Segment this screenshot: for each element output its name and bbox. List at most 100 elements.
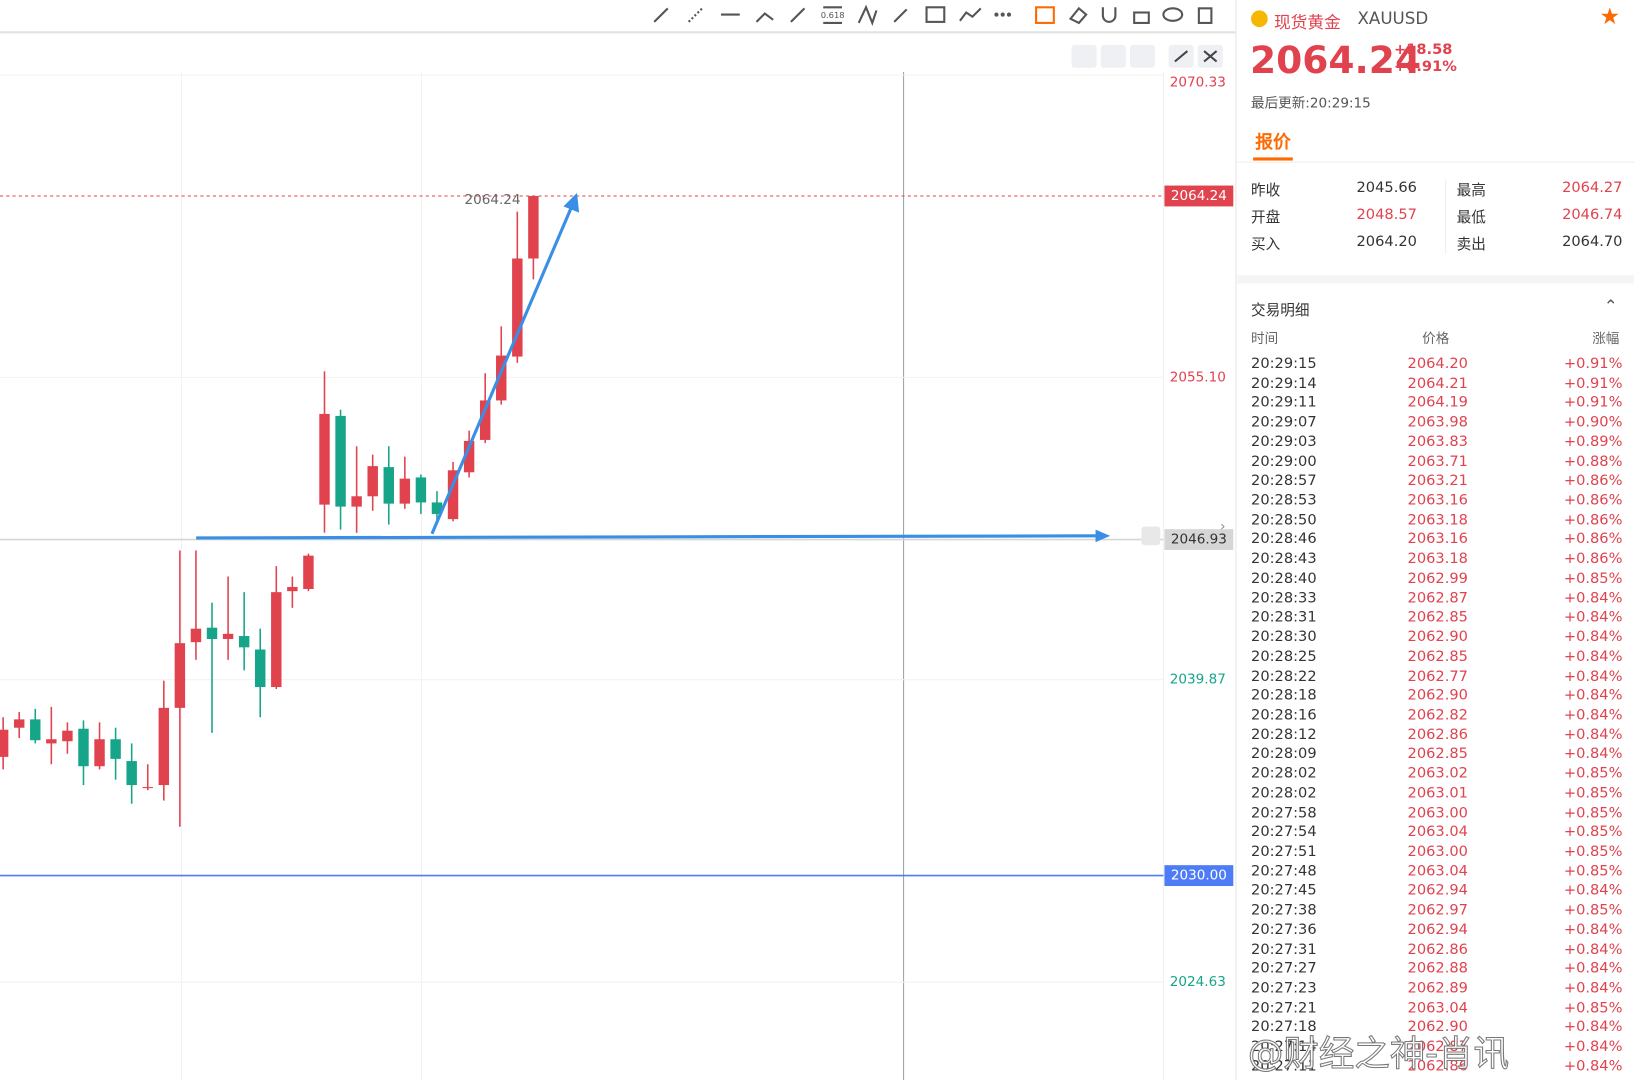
quote-value: 2064.70 [1562,233,1623,251]
trade-price: 2062.87 [1407,589,1468,607]
trade-change: +0.86% [1563,492,1623,509]
trade-row: 20:28:16 2062.82 +0.84% [1251,707,1622,726]
trade-time: 20:27:36 [1251,921,1317,939]
trade-row: 20:28:22 2062.77 +0.84% [1251,668,1622,687]
trade-change: +0.85% [1563,823,1623,841]
tool-trash[interactable] [1197,7,1213,24]
candle-body [303,555,314,589]
candle-body [399,478,411,504]
gold-icon [1251,10,1268,28]
trade-row: 20:27:45 2062.94 +0.84% [1251,882,1622,901]
price-tag-label: 2046.93 [1171,532,1227,548]
trade-price: 2062.87 [1407,1038,1468,1056]
trade-time: 20:27:54 [1251,823,1317,841]
tool-more[interactable] [1000,12,1005,17]
candle-body [174,643,186,708]
candle-body [431,502,443,514]
btn-settings[interactable] [1130,44,1156,68]
tool-image[interactable] [925,6,946,23]
candle-body [206,627,218,639]
tool-eraser[interactable] [1068,6,1088,25]
candle-body [319,413,330,505]
tool-more[interactable] [1006,12,1012,17]
trade-row: 20:29:11 2064.19 +0.91% [1251,395,1622,414]
trade-price: 2062.94 [1407,921,1468,939]
trade-time: 20:29:07 [1251,414,1317,431]
trade-price: 2062.85 [1407,648,1468,665]
tool-trend[interactable] [653,7,669,23]
trade-time: 20:28:18 [1251,687,1317,704]
tool-edit[interactable] [1035,6,1055,24]
tool-fan[interactable] [857,4,878,26]
trade-price: 2063.00 [1407,843,1468,861]
candle-body [62,730,73,742]
trade-change: +0.88% [1563,453,1623,470]
change-pct: +0.91% [1393,58,1457,76]
tool-arrow[interactable] [790,7,806,23]
trade-change: +0.84% [1563,979,1623,997]
trade-row: 20:29:00 2063.71 +0.88% [1251,453,1622,472]
favorite-star[interactable]: ★ [1599,4,1621,31]
trade-change: +0.85% [1563,999,1623,1017]
trade-change: +0.85% [1563,804,1623,822]
chart: 0.618 2070.33 2055.10 2039.87 2024.63 2064.2… [0,4,1236,1080]
fib-label: 0.618 [821,10,845,20]
candle-body [78,728,89,767]
tool-eye[interactable] [1162,7,1184,22]
trade-row: 20:28:12 2062.86 +0.84% [1251,726,1622,745]
trade-time: 20:28:57 [1251,472,1317,490]
trade-price: 2063.00 [1407,804,1468,822]
tool-magnet[interactable] [1101,7,1117,23]
trade-change: +0.86% [1563,511,1623,529]
trade-price: 2064.20 [1407,355,1468,373]
btn-draw[interactable] [1100,44,1126,68]
candle-body [126,761,137,786]
trade-price: 2062.90 [1407,687,1468,704]
trade-change: +0.86% [1563,550,1623,568]
trade-change: +0.86% [1563,531,1623,548]
trade-row: 20:28:02 2063.01 +0.85% [1251,785,1622,804]
collapse[interactable]: ⌃ [1603,296,1618,316]
y-tick-label: 2039.87 [1170,672,1226,688]
trade-row: 20:28:57 2063.21 +0.86% [1251,473,1622,492]
trade-price: 2062.77 [1407,667,1468,685]
trade-time: 20:27:14 [1251,1038,1317,1056]
drawn-line [196,534,1098,540]
btn-indicator[interactable] [1071,44,1097,68]
trade-change: +0.85% [1563,901,1623,919]
tool-chart[interactable] [959,7,982,22]
trade-row: 20:27:38 2062.97 +0.85% [1251,902,1622,921]
trade-change: +0.84% [1563,745,1623,763]
tool-pen[interactable] [893,8,908,23]
trade-time: 20:28:50 [1251,511,1317,529]
trade-time: 20:27:11 [1251,1058,1317,1075]
candle-body [479,400,491,440]
trade-change: +0.86% [1563,472,1623,490]
instrument-name: 现货黄金 [1273,12,1341,33]
tool-path[interactable] [755,12,774,23]
trade-time: 20:29:14 [1251,375,1317,392]
trade-change: +0.84% [1563,726,1623,743]
alert-bell[interactable] [1141,526,1161,546]
expand-arrow[interactable]: › [1220,518,1225,534]
tool-lock[interactable] [1133,11,1150,24]
trade-row: 20:27:54 2063.04 +0.85% [1251,824,1622,843]
tab[interactable]: 报价 [1255,132,1291,154]
trade-time: 20:28:12 [1251,726,1317,743]
trade-time: 20:28:43 [1251,550,1317,568]
quote-value: 2064.27 [1562,179,1623,196]
tool-more[interactable] [994,12,999,17]
tool-ray[interactable] [687,7,703,23]
trade-row: 20:27:36 2062.94 +0.84% [1251,921,1622,940]
candle-body [415,477,427,503]
candle-body [94,739,105,767]
trade-time: 20:29:00 [1251,453,1317,470]
trade-row: 20:28:09 2062.85 +0.84% [1251,746,1622,765]
trade-row: 20:28:43 2063.18 +0.86% [1251,551,1622,570]
trade-price: 2062.90 [1407,628,1468,646]
trade-change: +0.90% [1563,414,1623,431]
candle-body [46,739,57,744]
candle-body [528,195,539,259]
trade-time: 20:28:16 [1251,706,1317,724]
trade-time: 20:27:48 [1251,862,1317,880]
